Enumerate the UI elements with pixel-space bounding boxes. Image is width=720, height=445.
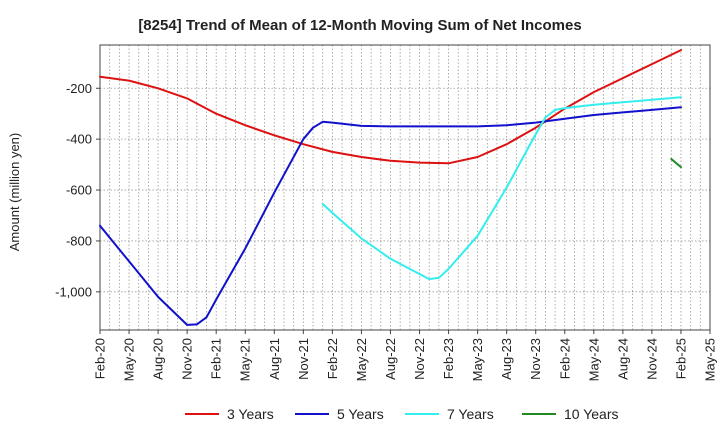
series-line-4 <box>670 158 682 169</box>
series-line-2 <box>99 106 682 326</box>
x-tick-label: Nov-24 <box>644 338 659 380</box>
x-tick-label: Feb-22 <box>325 338 340 379</box>
x-tick-label: May-25 <box>703 338 718 381</box>
series-lines <box>99 49 682 326</box>
x-axis-ticks: Feb-20 May-20 Aug-20 Nov-20 Feb-21 May-21 Aug-… <box>93 330 718 381</box>
x-tick-label: Aug-23 <box>499 338 514 380</box>
legend-label-2: 5 Years <box>337 406 384 422</box>
y-axis-ticks: -200 -400 -600 -800 -1,000 <box>55 81 100 299</box>
legend: 3 Years 5 Years 7 Years 10 Years <box>185 406 619 422</box>
x-tick-label: Aug-24 <box>615 338 630 380</box>
y-tick-label: -1,000 <box>55 284 92 299</box>
series-line-1 <box>99 49 682 165</box>
x-tick-label: Aug-21 <box>267 338 282 380</box>
y-tick-label: -600 <box>66 183 92 198</box>
x-tick-label: Aug-22 <box>383 338 398 380</box>
legend-label-4: 10 Years <box>564 406 619 422</box>
x-tick-label: Nov-20 <box>180 338 195 380</box>
y-tick-label: -800 <box>66 233 92 248</box>
x-tick-label: Feb-23 <box>441 338 456 379</box>
chart-title: [8254] Trend of Mean of 12-Month Moving … <box>138 17 581 34</box>
x-tick-label: Nov-23 <box>528 338 543 380</box>
x-tick-label: Feb-20 <box>93 338 108 379</box>
series-line-3 <box>321 96 682 281</box>
x-tick-label: May-23 <box>470 338 485 381</box>
x-tick-label: Nov-22 <box>412 338 427 380</box>
x-tick-label: Aug-20 <box>151 338 166 380</box>
x-tick-label: Feb-24 <box>557 338 572 379</box>
x-tick-label: May-21 <box>238 338 253 381</box>
x-tick-label: May-24 <box>586 338 601 381</box>
plot-frame <box>99 44 711 331</box>
x-tick-label: Feb-25 <box>673 338 688 379</box>
x-tick-label: May-22 <box>354 338 369 381</box>
legend-label-3: 7 Years <box>447 406 494 422</box>
x-tick-label: Feb-21 <box>209 338 224 379</box>
x-tick-label: May-20 <box>122 338 137 381</box>
x-tick-label: Nov-21 <box>296 338 311 380</box>
y-tick-label: -400 <box>66 132 92 147</box>
y-axis-label: Amount (million yen) <box>7 133 22 252</box>
y-tick-label: -200 <box>66 81 92 96</box>
legend-label-1: 3 Years <box>227 406 274 422</box>
grid-lines <box>99 45 711 330</box>
plot-area <box>99 44 711 331</box>
